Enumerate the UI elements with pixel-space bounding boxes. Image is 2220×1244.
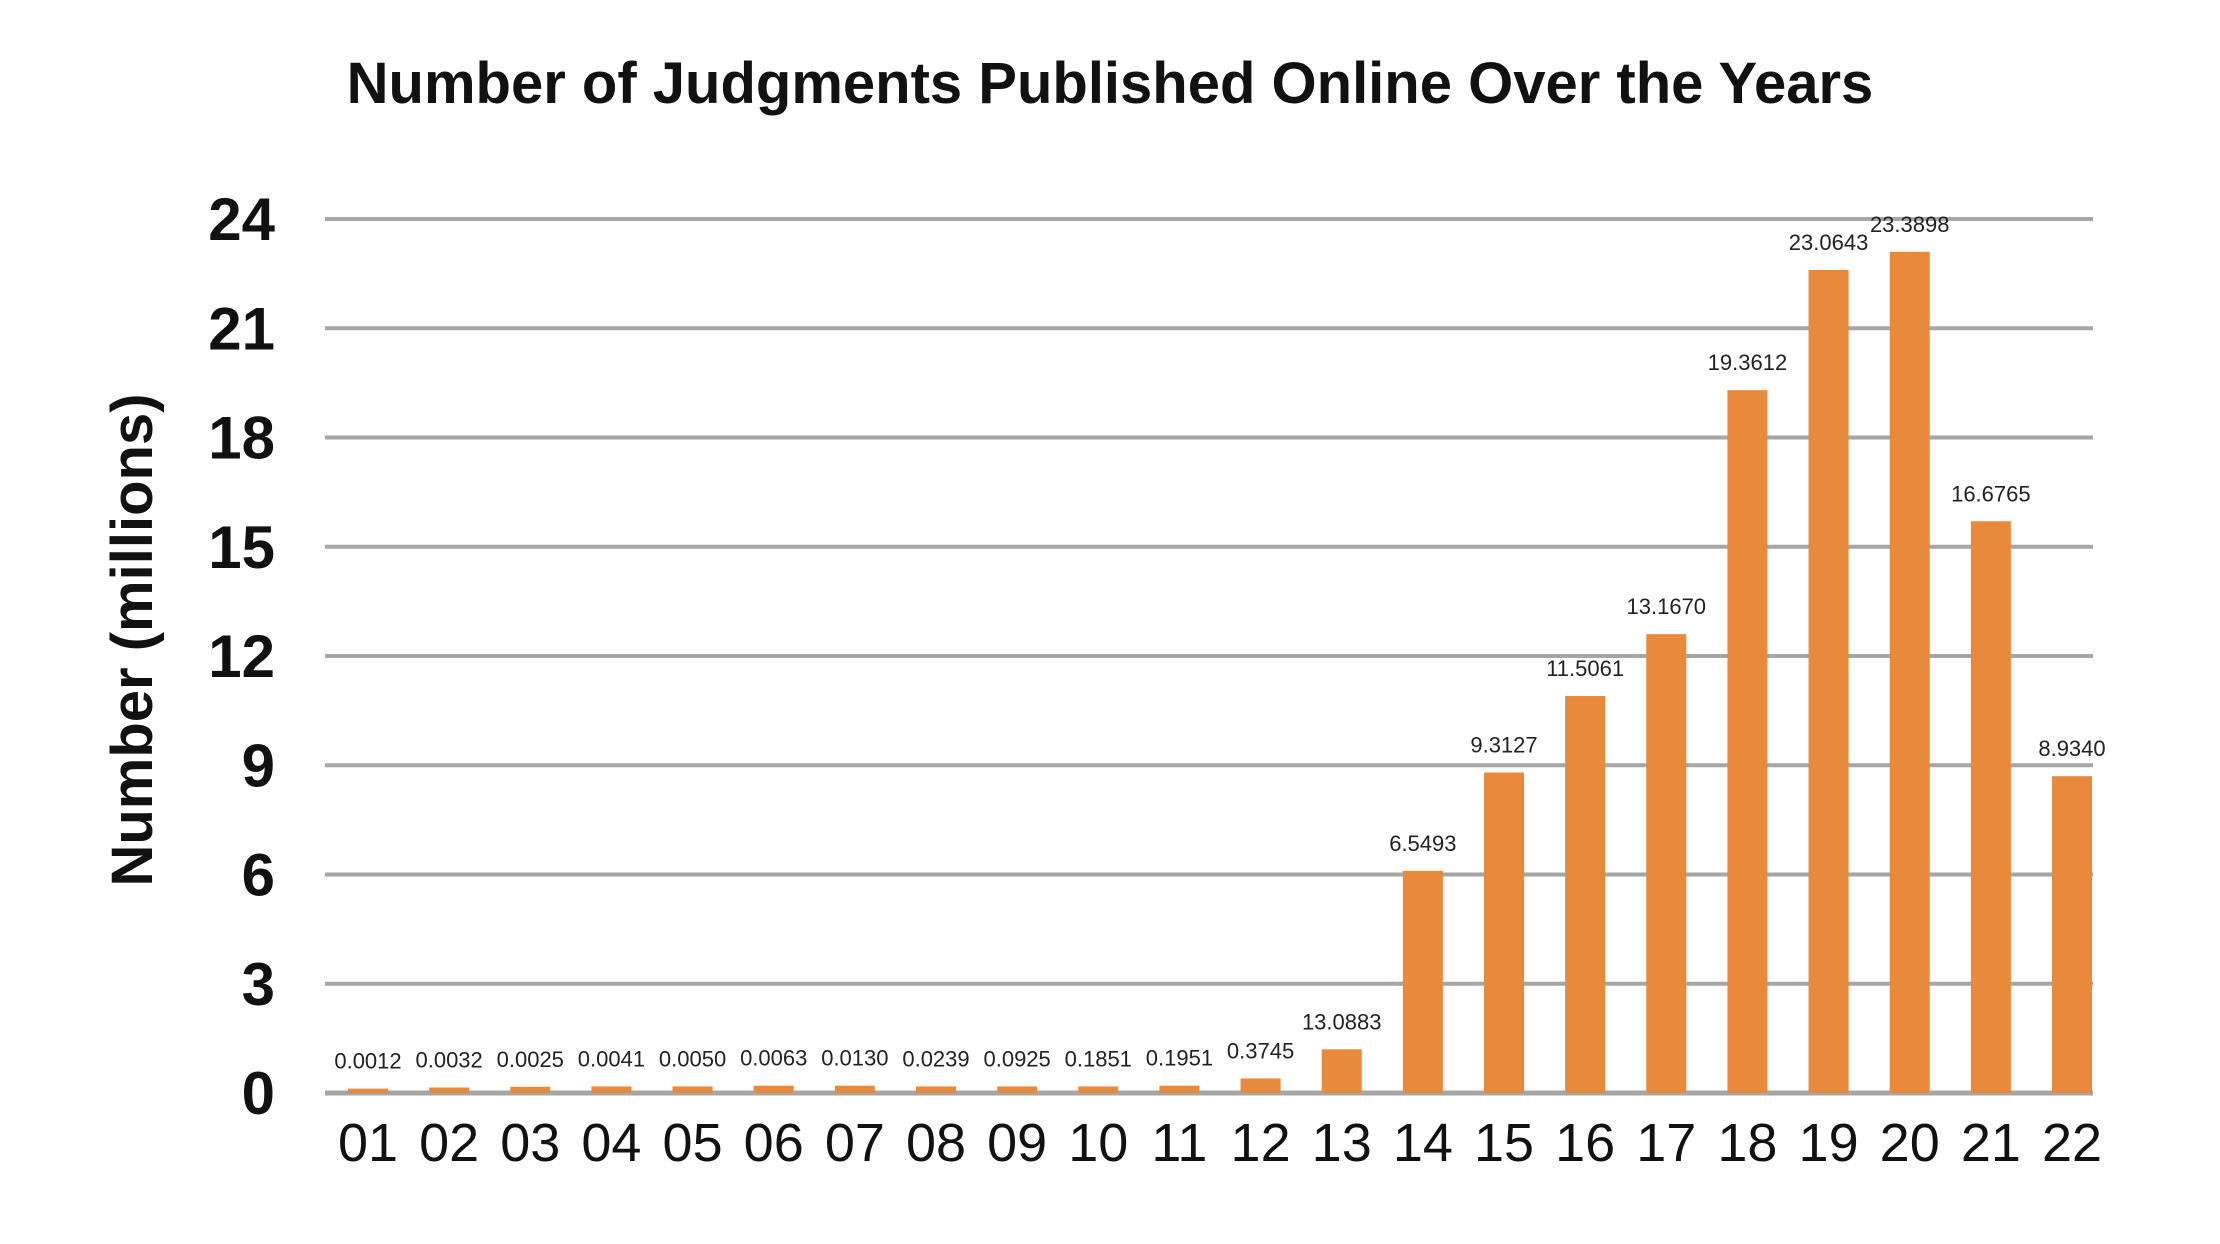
y-tick-label: 3 — [242, 951, 275, 1018]
data-label-21: 16.6765 — [1951, 481, 2031, 506]
data-label-06: 0.0063 — [740, 1046, 807, 1071]
x-tick-label-18: 18 — [1717, 1113, 1777, 1173]
x-tick-label-02: 02 — [419, 1113, 479, 1173]
data-label-16: 11.5061 — [1546, 656, 1624, 681]
bar-04 — [591, 1086, 632, 1093]
y-axis-title: Number (millions) — [100, 393, 165, 886]
data-label-20: 23.3898 — [1870, 212, 1950, 237]
data-label-08: 0.0239 — [902, 1046, 969, 1071]
bar-13 — [1321, 1049, 1362, 1093]
bar-06 — [753, 1085, 794, 1093]
data-label-09: 0.0925 — [983, 1046, 1050, 1071]
bar-18 — [1727, 390, 1768, 1093]
x-tick-label-06: 06 — [744, 1113, 804, 1173]
data-label-04: 0.0041 — [578, 1046, 645, 1071]
x-tick-label-20: 20 — [1880, 1113, 1940, 1173]
bar-22 — [2052, 776, 2092, 1093]
data-label-10: 0.1851 — [1065, 1046, 1132, 1071]
bar-15 — [1484, 772, 1524, 1093]
bars — [348, 251, 2092, 1093]
x-tick-label-10: 10 — [1068, 1113, 1128, 1173]
bar-05 — [672, 1086, 713, 1093]
x-tick-label-13: 13 — [1312, 1113, 1372, 1173]
data-label-18: 19.3612 — [1708, 350, 1788, 375]
data-label-05: 0.0050 — [659, 1046, 726, 1071]
x-tick-label-21: 21 — [1961, 1113, 2021, 1173]
x-tick-label-04: 04 — [581, 1113, 641, 1173]
x-tick-label-19: 19 — [1799, 1113, 1859, 1173]
y-tick-label: 24 — [208, 186, 275, 253]
data-label-13: 13.0883 — [1302, 1009, 1382, 1034]
x-tick-label-22: 22 — [2042, 1113, 2102, 1173]
bar-20 — [1889, 251, 1930, 1093]
x-tick-label-08: 08 — [906, 1113, 966, 1173]
data-labels: 0.0012 0.0032 0.0025 0.0041 0.0050 0.0063 0.01… — [334, 212, 2105, 1074]
chart-title: Number of Judgments Published Online Ove… — [346, 51, 1874, 116]
data-label-12: 0.3745 — [1227, 1038, 1294, 1063]
y-tick-label: 21 — [208, 295, 275, 362]
x-tick-label-15: 15 — [1474, 1113, 1534, 1173]
x-tick-label-14: 14 — [1393, 1113, 1453, 1173]
data-label-07: 0.0130 — [821, 1046, 888, 1071]
y-tick-label: 0 — [242, 1060, 275, 1127]
data-label-01: 0.0012 — [334, 1049, 401, 1074]
x-tick-label-16: 16 — [1555, 1113, 1615, 1173]
bar-14 — [1402, 870, 1443, 1093]
bar-10 — [1078, 1086, 1119, 1093]
data-label-14: 6.5493 — [1389, 831, 1456, 856]
bar-03 — [510, 1086, 551, 1093]
bar-12 — [1240, 1078, 1281, 1093]
x-tick-label-07: 07 — [825, 1113, 885, 1173]
y-tick-label: 12 — [208, 623, 275, 690]
bar-09 — [997, 1086, 1038, 1093]
data-label-17: 13.1670 — [1627, 594, 1707, 619]
bar-19 — [1808, 269, 1849, 1093]
data-label-02: 0.0032 — [415, 1048, 482, 1073]
data-label-15: 9.3127 — [1470, 733, 1537, 758]
y-tick-label: 18 — [208, 405, 275, 472]
bar-16 — [1565, 696, 1606, 1093]
data-label-22: 8.9340 — [2038, 736, 2105, 761]
y-tick-label: 9 — [242, 732, 275, 799]
x-tick-label-09: 09 — [987, 1113, 1047, 1173]
bar-07 — [834, 1085, 875, 1093]
bar-11 — [1159, 1085, 1200, 1093]
y-axis-ticks: 0 3 6 9 12 15 18 21 24 — [208, 186, 275, 1127]
bar-02 — [429, 1087, 470, 1093]
x-tick-label-12: 12 — [1231, 1113, 1291, 1173]
x-tick-label-01: 01 — [338, 1113, 398, 1173]
x-tick-label-17: 17 — [1636, 1113, 1696, 1173]
bar-21 — [1970, 521, 2011, 1093]
bar-17 — [1646, 634, 1687, 1093]
x-axis-ticks: 01 02 03 04 05 06 07 08 09 10 11 12 13 14 15 16 17 18 19 20… — [338, 1113, 2102, 1173]
data-label-19: 23.0643 — [1789, 230, 1869, 255]
bar-01 — [348, 1088, 388, 1093]
data-label-11: 0.1951 — [1146, 1046, 1213, 1071]
y-tick-label: 6 — [242, 842, 275, 909]
data-label-03: 0.0025 — [497, 1047, 564, 1072]
x-tick-label-03: 03 — [500, 1113, 560, 1173]
x-tick-label-11: 11 — [1151, 1113, 1207, 1173]
bar-08 — [916, 1086, 956, 1093]
x-tick-label-05: 05 — [663, 1113, 723, 1173]
y-tick-label: 15 — [208, 514, 275, 581]
